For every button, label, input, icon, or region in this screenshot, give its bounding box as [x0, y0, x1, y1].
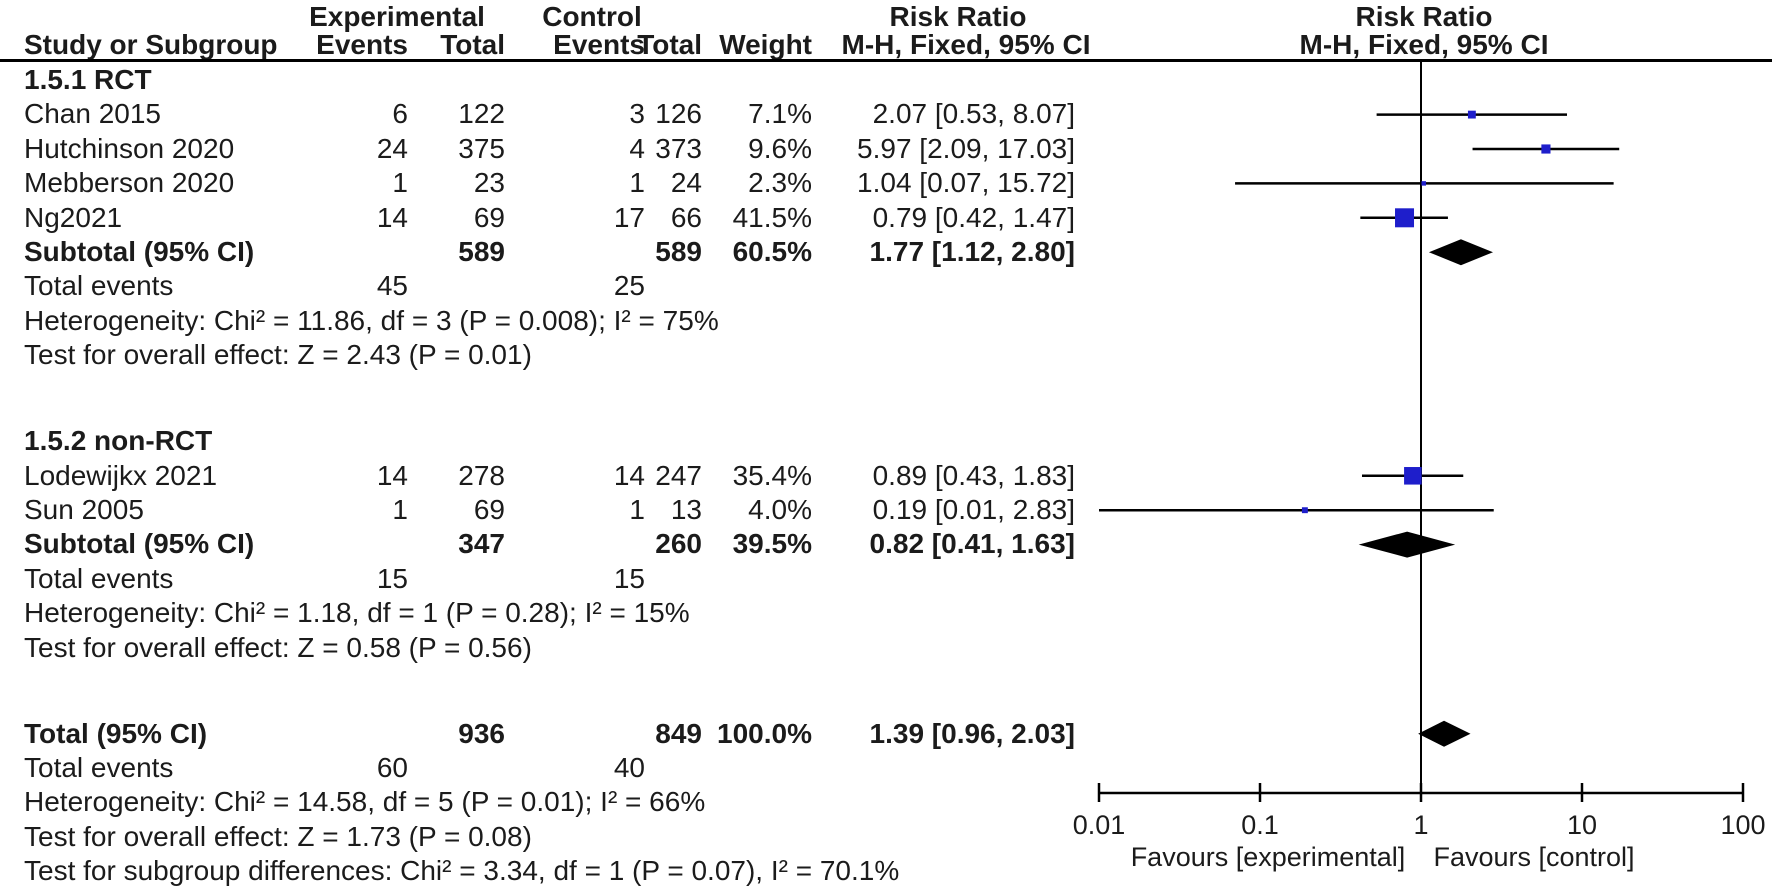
ctl-events: 14 — [613, 459, 645, 491]
risk-ratio-ci: 0.89 [0.43, 1.83] — [872, 459, 1075, 491]
weight: 35.4% — [732, 459, 812, 491]
risk-ratio-ci: 0.82 [0.41, 1.63] — [869, 528, 1075, 560]
weight: 4.0% — [748, 494, 812, 525]
study-name: Hutchinson 2020 — [24, 132, 235, 164]
weight: 100.0% — [717, 717, 812, 749]
heterogeneity-text: Heterogeneity: Chi² = 11.86, df = 3 (P =… — [24, 304, 719, 336]
exp-total: 69 — [473, 494, 505, 525]
study-name: Lodewijkx 2021 — [24, 459, 218, 491]
ctl-total: 247 — [655, 459, 702, 491]
exp-events: 24 — [376, 132, 408, 164]
column-header-weight: Weight — [719, 29, 812, 60]
exp-total-events: 60 — [376, 752, 408, 783]
exp-events: 14 — [376, 459, 408, 491]
ctl-total-events: 15 — [613, 562, 645, 594]
column-header-ctl-events: Events — [553, 29, 645, 60]
risk-ratio-ci: 0.19 [0.01, 2.83] — [872, 494, 1075, 525]
exp-total: 69 — [473, 201, 505, 233]
total-events-label: Total events — [24, 752, 174, 783]
subgroup-differences-text: Test for subgroup differences: Chi² = 3.… — [24, 855, 900, 887]
exp-total: 347 — [458, 528, 505, 560]
subtotal-label: Subtotal (95% CI) — [24, 236, 255, 267]
exp-total: 122 — [458, 98, 505, 130]
ctl-total: 373 — [655, 132, 702, 164]
study-name: Ng2021 — [24, 201, 123, 233]
ctl-total-events: 40 — [613, 752, 645, 783]
column-header-exp-total: Total — [440, 29, 505, 60]
ctl-total: 589 — [655, 236, 702, 267]
ctl-events: 1 — [629, 494, 645, 525]
heterogeneity-text: Heterogeneity: Chi² = 1.18, df = 1 (P = … — [24, 597, 690, 629]
column-header-ctl-total: Total — [637, 29, 702, 60]
exp-events: 6 — [392, 98, 408, 130]
exp-total: 375 — [458, 132, 505, 164]
exp-total: 589 — [458, 236, 505, 267]
ctl-total: 66 — [670, 201, 702, 233]
weight: 60.5% — [732, 236, 812, 267]
ctl-events: 3 — [629, 98, 645, 130]
column-group-experimental: Experimental — [309, 1, 485, 32]
subgroup-heading: 1.5.1 RCT — [24, 64, 152, 95]
risk-ratio-ci: 5.97 [2.09, 17.03] — [857, 132, 1075, 164]
risk-ratio-ci: 1.77 [1.12, 2.80] — [869, 236, 1075, 267]
exp-events: 1 — [392, 494, 408, 525]
exp-total: 23 — [473, 167, 505, 199]
total-label: Total (95% CI) — [24, 717, 208, 749]
column-header-mh-fixed-ci-text: M-H, Fixed, 95% CI — [841, 29, 1091, 60]
ctl-total: 24 — [670, 167, 702, 199]
overall-effect-text: Test for overall effect: Z = 0.58 (P = 0… — [24, 631, 532, 663]
study-name: Mebberson 2020 — [24, 167, 235, 199]
study-name: Sun 2005 — [24, 494, 144, 525]
column-header-exp-events: Events — [316, 29, 408, 60]
overall-effect-text: Test for overall effect: Z = 2.43 (P = 0… — [24, 339, 532, 371]
column-group-risk-ratio-plot: Risk Ratio — [1355, 1, 1493, 32]
weight: 9.6% — [748, 132, 812, 164]
ctl-total: 849 — [655, 717, 702, 749]
exp-events: 14 — [376, 201, 408, 233]
ctl-total-events: 25 — [613, 270, 645, 302]
heterogeneity-text: Heterogeneity: Chi² = 14.58, df = 5 (P =… — [24, 786, 706, 818]
header-divider-line — [0, 59, 1772, 62]
ctl-events: 4 — [629, 132, 645, 164]
ctl-total: 126 — [655, 98, 702, 130]
overall-effect-text: Test for overall effect: Z = 1.73 (P = 0… — [24, 820, 532, 852]
ctl-events: 17 — [613, 201, 645, 233]
ctl-events: 1 — [629, 167, 645, 199]
subgroup-heading: 1.5.2 non-RCT — [24, 425, 213, 457]
column-header-mh-fixed-ci-plot: M-H, Fixed, 95% CI — [1299, 29, 1549, 60]
total-events-label: Total events — [24, 562, 174, 594]
risk-ratio-ci: 1.04 [0.07, 15.72] — [857, 167, 1075, 199]
exp-total: 936 — [458, 717, 505, 749]
total-events-label: Total events — [24, 270, 174, 302]
weight: 2.3% — [748, 167, 812, 199]
exp-total: 278 — [458, 459, 505, 491]
exp-events: 1 — [392, 167, 408, 199]
exp-total-events: 45 — [376, 270, 408, 302]
weight: 7.1% — [748, 98, 812, 130]
ctl-total: 260 — [655, 528, 702, 560]
risk-ratio-ci: 1.39 [0.96, 2.03] — [869, 717, 1075, 749]
risk-ratio-ci: 2.07 [0.53, 8.07] — [872, 98, 1075, 130]
weight: 41.5% — [732, 201, 812, 233]
ctl-total: 13 — [670, 494, 702, 525]
risk-ratio-ci: 0.79 [0.42, 1.47] — [872, 201, 1075, 233]
exp-total-events: 15 — [376, 562, 408, 594]
column-group-risk-ratio-text: Risk Ratio — [889, 1, 1027, 32]
column-group-control: Control — [542, 1, 642, 32]
study-name: Chan 2015 — [24, 98, 162, 130]
subtotal-label: Subtotal (95% CI) — [24, 528, 255, 560]
column-header-study-or-subgroup: Study or Subgroup — [24, 29, 278, 60]
weight: 39.5% — [732, 528, 812, 560]
